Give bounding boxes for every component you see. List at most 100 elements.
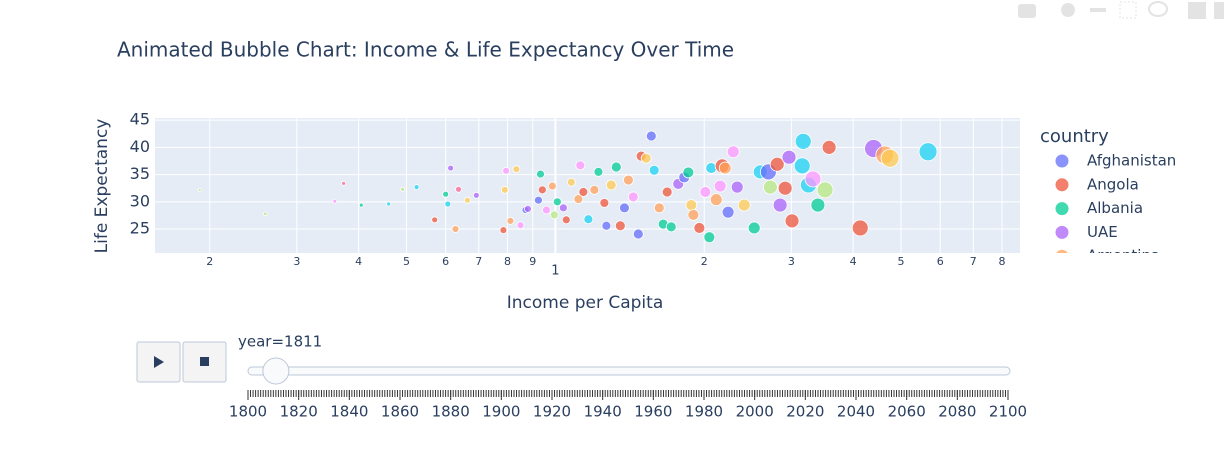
select-icon[interactable] (1119, 1, 1137, 19)
slider-tick-label: 1960 (634, 403, 672, 421)
bubble (713, 179, 727, 193)
bubble (542, 205, 551, 215)
legend-marker[interactable] (1056, 249, 1069, 263)
bubble (918, 142, 938, 162)
stop-button[interactable] (182, 341, 227, 383)
bubble (623, 174, 634, 186)
bubble (772, 197, 788, 213)
bubble (627, 191, 639, 203)
slider-tick-label: 1840 (330, 403, 368, 421)
y-tick-label: 25 (130, 219, 150, 238)
play-icon[interactable] (154, 356, 164, 368)
bubble (559, 203, 568, 213)
bubble (685, 199, 698, 211)
bubble (536, 169, 545, 179)
slider-tick-label: 1980 (685, 403, 723, 421)
x-tick-label: 5 (898, 255, 905, 268)
slider-tick-label: 1800 (229, 403, 267, 421)
y-tick-label: 40 (130, 137, 150, 156)
x-tick-label: 6 (442, 255, 449, 268)
bubble (769, 156, 785, 172)
plot-background (155, 118, 1020, 253)
stop-icon[interactable] (200, 357, 209, 366)
slider-tick-label: 1900 (482, 403, 520, 421)
slider-handle[interactable] (262, 357, 290, 385)
slider-tick-label: 1820 (280, 403, 318, 421)
bubble (593, 166, 604, 177)
zoomout-icon[interactable] (1214, 2, 1224, 19)
bubble (737, 198, 751, 212)
y-tick-label: 30 (130, 191, 150, 210)
bubble (661, 186, 673, 198)
bubble (851, 219, 869, 237)
bubble (747, 221, 761, 235)
bubble (516, 221, 525, 230)
slider-tick-label: 2100 (989, 403, 1027, 421)
bubble (451, 225, 460, 233)
legend-label[interactable]: UAE (1087, 223, 1118, 241)
bubble (599, 198, 610, 208)
slider-track[interactable] (247, 366, 1011, 376)
bubble (341, 180, 346, 186)
bubble (718, 161, 732, 175)
slider-tick-label: 2040 (837, 403, 875, 421)
bubble (816, 181, 834, 199)
bubble (653, 202, 665, 214)
slider-current-value: year=1811 (238, 333, 322, 351)
bubble (784, 213, 800, 229)
bubble (619, 202, 630, 214)
zoom-icon[interactable] (1061, 3, 1075, 17)
legend-label[interactable]: Afghanistan (1087, 152, 1176, 170)
legend-marker[interactable] (1055, 202, 1069, 216)
bubble (610, 161, 622, 173)
legend-label[interactable]: Albania (1087, 199, 1143, 217)
bubble (472, 191, 480, 199)
bubble (601, 220, 612, 231)
play-button[interactable] (136, 341, 181, 383)
bubble (549, 210, 559, 220)
legend-marker[interactable] (1055, 225, 1069, 239)
bubble (447, 164, 455, 172)
bubble (499, 226, 508, 235)
x-tick-label: 4 (850, 255, 857, 268)
modebar[interactable] (1018, 1, 1224, 19)
bubble (880, 148, 900, 168)
bubble (444, 200, 452, 208)
bubble (413, 184, 420, 191)
bubble (687, 208, 700, 221)
pan-icon[interactable] (1090, 8, 1106, 12)
bubble (506, 216, 515, 225)
bubble (502, 166, 511, 175)
bubble (709, 193, 723, 207)
bubble (777, 180, 793, 196)
legend-marker[interactable] (1055, 154, 1069, 168)
bubble (632, 228, 644, 240)
legend-label[interactable]: Angola (1087, 175, 1139, 193)
bubble (821, 139, 837, 155)
legend-label[interactable]: Argentina (1087, 247, 1160, 265)
camera-icon[interactable] (1018, 4, 1036, 18)
bubble (573, 194, 584, 205)
slider-tick-label: 2000 (736, 403, 774, 421)
bubble (512, 165, 521, 174)
legend-marker[interactable] (1055, 178, 1069, 192)
x-tick-label: 7 (970, 255, 977, 268)
bubble (552, 197, 562, 207)
bubble (762, 179, 778, 195)
bubble (455, 185, 462, 193)
bubble (614, 220, 626, 232)
zoomin-icon[interactable] (1188, 2, 1206, 19)
lasso-icon[interactable] (1148, 1, 1168, 17)
bubble (699, 186, 712, 198)
bubble (793, 157, 811, 175)
bubble (640, 152, 652, 164)
bubble (547, 181, 557, 191)
x-tick-label: 4 (355, 255, 362, 268)
bubble (500, 185, 509, 194)
legend-title: country (1040, 126, 1109, 147)
bubble (566, 177, 576, 187)
x-tick-label: 1 (551, 264, 559, 279)
chart-title: Animated Bubble Chart: Income & Life Exp… (117, 38, 734, 62)
bubble (721, 205, 735, 219)
bubble (332, 198, 338, 204)
